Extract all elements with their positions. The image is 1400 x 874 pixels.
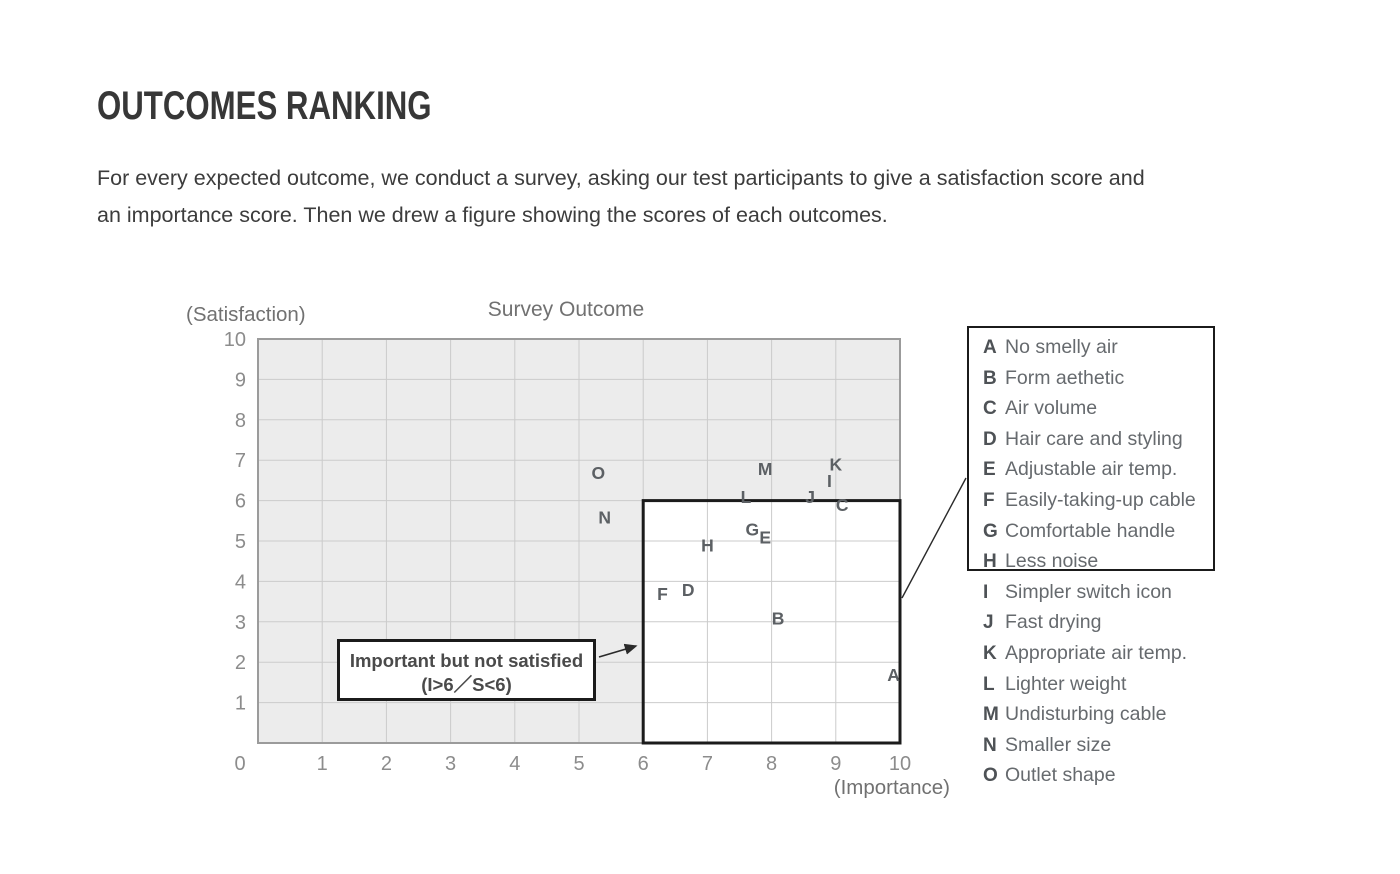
- legend-item-C: C Air volume: [983, 393, 1097, 424]
- data-point-D: D: [682, 580, 695, 600]
- y-tick-label: 8: [235, 410, 246, 432]
- legend-label: Outlet shape: [1005, 764, 1116, 787]
- intro-line-2: an importance score. Then we drew a figu…: [97, 203, 888, 227]
- legend-key: L: [983, 673, 995, 695]
- legend-box: [967, 326, 1215, 571]
- highlight-region-border: [641, 499, 902, 745]
- x-tick-label: 9: [830, 753, 841, 775]
- data-point-I: I: [827, 471, 832, 491]
- legend-item-K: K Appropriate air temp.: [983, 638, 1187, 669]
- legend-label: No smelly air: [1005, 336, 1118, 358]
- x-tick-label: 0: [234, 753, 245, 775]
- x-tick-label: 10: [889, 753, 911, 775]
- data-point-O: O: [591, 463, 605, 483]
- legend: A No smelly air B Form aethetic C Air volume D…: [967, 326, 1227, 796]
- annotation-box: Important but not satisfied (I>6／S<6): [337, 639, 596, 701]
- legend-item-O: O Outlet shape: [983, 760, 1116, 791]
- page-title: OUTCOMES RANKING: [97, 84, 432, 128]
- annotation-line-1: Important but not satisfied: [349, 650, 584, 671]
- legend-label: Adjustable air temp.: [1005, 458, 1178, 481]
- legend-item-N: N Smaller size: [983, 730, 1111, 761]
- y-tick-label: 9: [235, 369, 246, 391]
- legend-label: Less noise: [1005, 550, 1099, 573]
- chart-title: Survey Outcome: [487, 298, 645, 321]
- data-point-F: F: [657, 584, 668, 604]
- legend-key: J: [983, 612, 994, 634]
- legend-key: G: [983, 520, 998, 542]
- y-tick-label: 10: [224, 329, 246, 351]
- legend-item-D: D Hair care and styling: [983, 424, 1183, 455]
- legend-key: B: [983, 367, 997, 389]
- data-point-G: G: [746, 519, 760, 539]
- legend-label: Easily-taking-up cable: [1005, 489, 1196, 511]
- legend-key: E: [983, 459, 996, 481]
- legend-item-A: A No smelly air: [983, 332, 1118, 363]
- legend-key: F: [983, 490, 995, 511]
- data-point-E: E: [759, 527, 771, 547]
- legend-item-M: M Undisturbing cable: [983, 699, 1167, 730]
- legend-label: Fast drying: [1005, 611, 1102, 634]
- legend-label: Simpler switch icon: [1005, 580, 1172, 603]
- legend-item-F: F Easily-taking-up cable: [983, 485, 1196, 516]
- legend-item-G: G Comfortable handle: [983, 516, 1175, 547]
- x-tick-label: 8: [766, 753, 777, 775]
- legend-label: Undisturbing cable: [1005, 703, 1167, 726]
- data-point-H: H: [701, 536, 714, 556]
- legend-item-L: L Lighter weight: [983, 669, 1126, 700]
- y-tick-label: 1: [235, 693, 246, 715]
- legend-key: O: [983, 765, 998, 787]
- x-tick-label: 6: [638, 753, 649, 775]
- x-tick-label: 2: [381, 753, 392, 775]
- x-tick-label: 3: [445, 753, 456, 775]
- data-point-J: J: [805, 487, 815, 507]
- legend-label: Smaller size: [1005, 733, 1112, 756]
- legend-key: K: [983, 643, 997, 664]
- legend-label: Appropriate air temp.: [1005, 642, 1188, 664]
- legend-item-E: E Adjustable air temp.: [983, 454, 1177, 485]
- intro-line-1: For every expected outcome, we conduct a…: [97, 166, 1145, 190]
- y-axis-label: (Satisfaction): [186, 303, 306, 326]
- legend-key: D: [983, 428, 997, 450]
- data-point-N: N: [598, 507, 611, 527]
- intro-paragraph: For every expected outcome, we conduct a…: [97, 160, 1145, 234]
- data-point-M: M: [758, 459, 773, 479]
- legend-key: C: [983, 398, 997, 420]
- x-tick-label: 5: [573, 753, 584, 775]
- legend-key: M: [983, 704, 999, 726]
- legend-item-I: I Simpler switch icon: [983, 577, 1172, 608]
- data-point-B: B: [772, 608, 785, 628]
- x-tick-label: 4: [509, 753, 520, 775]
- y-tick-label: 7: [235, 450, 246, 472]
- y-tick-label: 6: [235, 491, 246, 513]
- x-tick-label: 7: [702, 753, 713, 775]
- legend-item-J: J Fast drying: [983, 607, 1101, 638]
- annotation-arrow: [598, 643, 638, 658]
- legend-label: Comfortable handle: [1005, 519, 1176, 542]
- data-point-L: L: [741, 487, 752, 507]
- data-point-K: K: [829, 455, 842, 475]
- annotation-line-2: (I>6／S<6): [421, 674, 512, 695]
- y-tick-label: 4: [235, 571, 246, 593]
- legend-label: Air volume: [1005, 397, 1098, 420]
- legend-label: Form aethetic: [1005, 366, 1125, 389]
- legend-key: I: [983, 581, 989, 603]
- legend-key: N: [983, 734, 997, 756]
- legend-key: H: [983, 551, 997, 573]
- legend-callout-line: [901, 477, 967, 599]
- legend-label: Hair care and styling: [1005, 427, 1183, 450]
- x-axis-label: (Importance): [833, 776, 950, 799]
- legend-item-B: B Form aethetic: [983, 363, 1124, 394]
- y-tick-label: 3: [235, 612, 246, 634]
- y-tick-label: 5: [235, 531, 246, 553]
- legend-item-H: H Less noise: [983, 546, 1098, 577]
- x-tick-label: 1: [317, 753, 328, 775]
- legend-key: A: [983, 337, 997, 358]
- data-point-A: A: [887, 665, 900, 685]
- y-tick-label: 2: [235, 652, 246, 674]
- legend-label: Lighter weight: [1005, 672, 1127, 695]
- data-point-C: C: [836, 495, 849, 515]
